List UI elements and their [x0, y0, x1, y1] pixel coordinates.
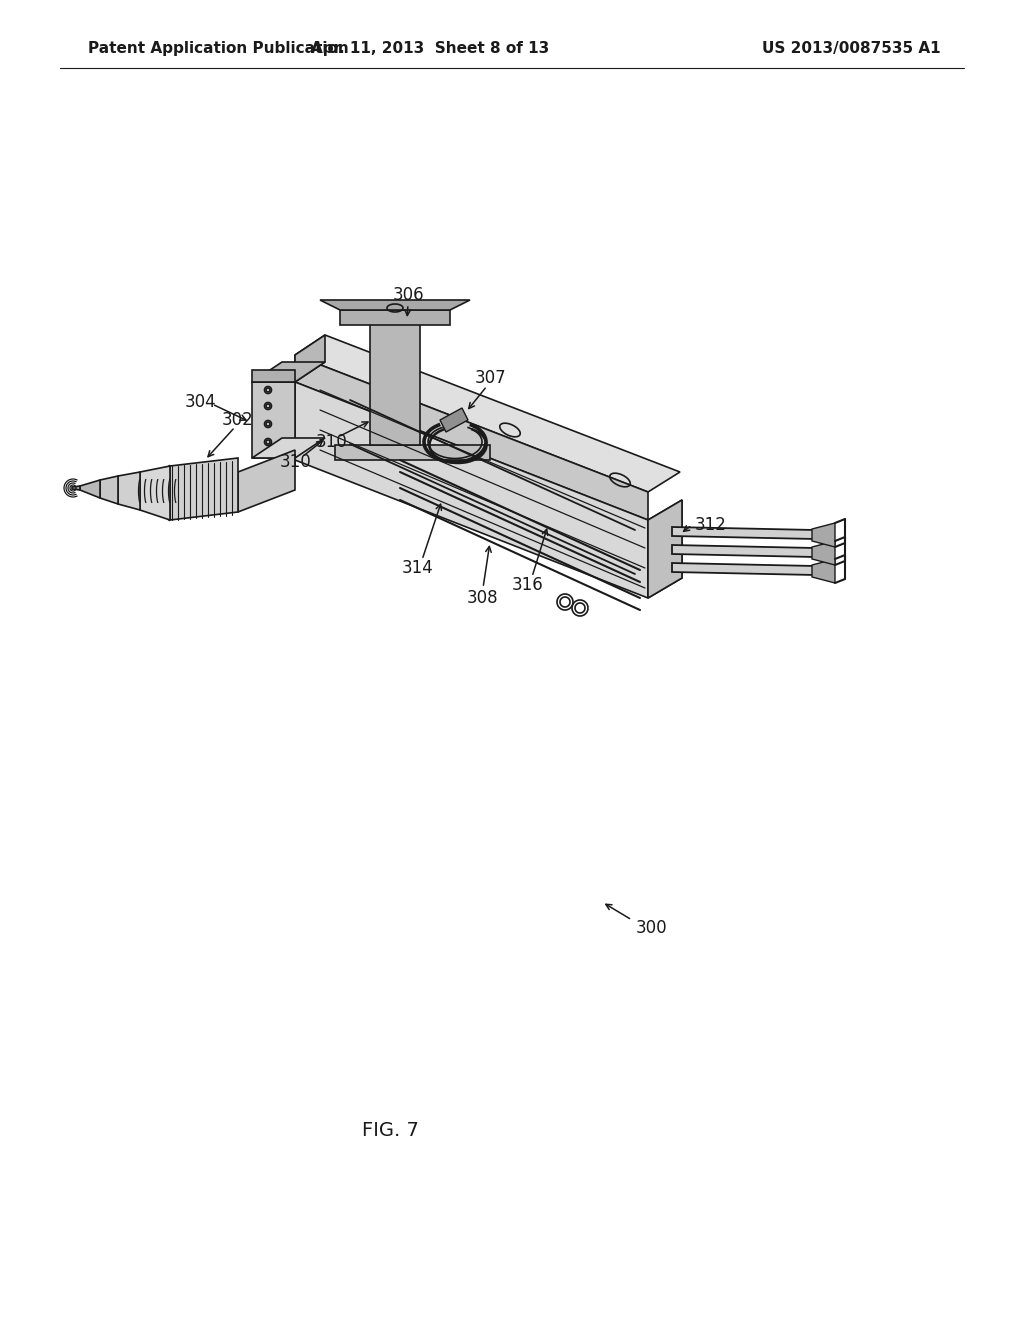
Polygon shape [295, 335, 680, 492]
Text: 316: 316 [512, 576, 544, 594]
Polygon shape [319, 300, 470, 310]
Polygon shape [295, 355, 648, 520]
Polygon shape [100, 477, 118, 504]
Text: 314: 314 [402, 558, 434, 577]
Polygon shape [335, 445, 490, 459]
Polygon shape [812, 558, 835, 583]
Polygon shape [370, 319, 420, 445]
Polygon shape [118, 473, 140, 510]
Text: 312: 312 [695, 516, 727, 535]
Text: 304: 304 [184, 393, 216, 411]
Polygon shape [252, 438, 325, 458]
Polygon shape [648, 500, 682, 598]
Polygon shape [672, 527, 815, 539]
Polygon shape [252, 370, 295, 381]
Polygon shape [140, 466, 170, 520]
Polygon shape [812, 523, 835, 546]
Polygon shape [812, 541, 835, 565]
Text: 300: 300 [636, 919, 668, 937]
Polygon shape [252, 381, 295, 458]
Text: 302: 302 [222, 411, 254, 429]
Polygon shape [672, 564, 815, 576]
Text: 310: 310 [316, 433, 348, 451]
Text: Patent Application Publication: Patent Application Publication [88, 41, 349, 55]
Text: FIG. 7: FIG. 7 [361, 1121, 419, 1139]
Polygon shape [340, 310, 450, 325]
Polygon shape [252, 362, 325, 381]
Text: 308: 308 [466, 589, 498, 607]
Polygon shape [238, 450, 295, 512]
Text: 307: 307 [474, 370, 506, 387]
Text: US 2013/0087535 A1: US 2013/0087535 A1 [762, 41, 941, 55]
Text: Apr. 11, 2013  Sheet 8 of 13: Apr. 11, 2013 Sheet 8 of 13 [311, 41, 549, 55]
Polygon shape [80, 480, 100, 498]
Polygon shape [295, 381, 648, 598]
Polygon shape [440, 408, 468, 432]
Text: 306: 306 [392, 286, 424, 304]
Polygon shape [295, 335, 325, 381]
Text: 310: 310 [281, 453, 312, 471]
Polygon shape [72, 486, 80, 490]
Polygon shape [170, 458, 238, 520]
Polygon shape [648, 500, 682, 598]
Polygon shape [672, 545, 815, 557]
